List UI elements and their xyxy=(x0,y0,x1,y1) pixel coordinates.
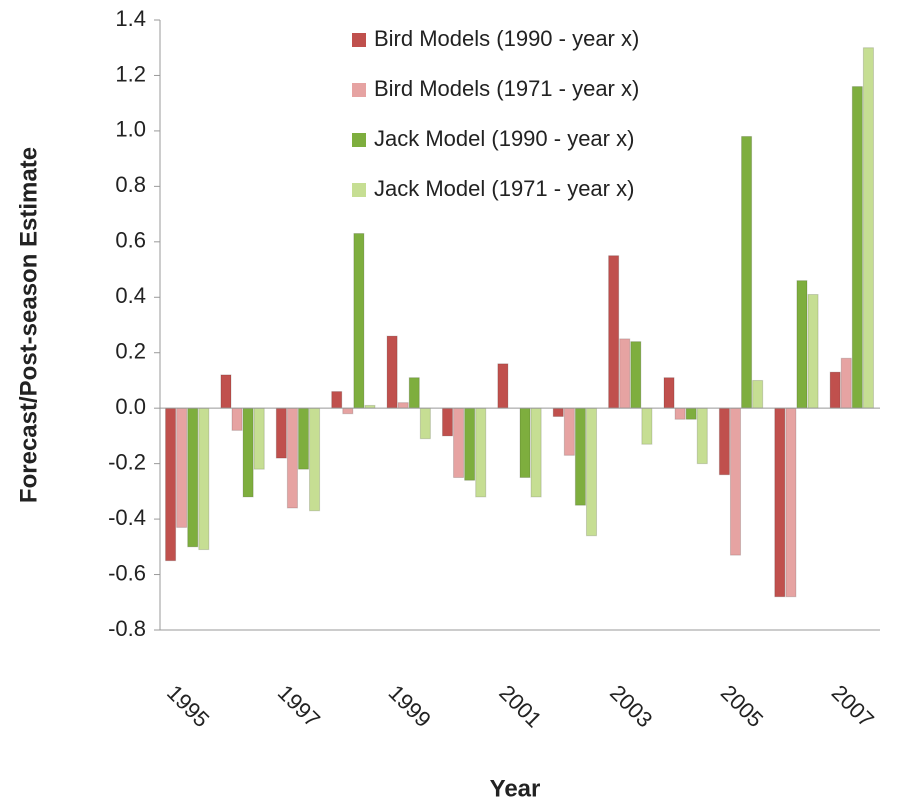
bar xyxy=(685,407,697,420)
bar xyxy=(441,407,454,437)
bar xyxy=(752,379,764,409)
bar xyxy=(851,86,863,409)
y-tick-label: -0.4 xyxy=(108,505,146,530)
x-tick-label: 2007 xyxy=(827,680,879,732)
bar xyxy=(774,407,786,598)
x-tick-label: 1997 xyxy=(273,680,325,732)
y-tick-label: 0.2 xyxy=(115,339,146,364)
bar xyxy=(829,371,841,409)
x-axis-title: Year xyxy=(490,775,541,802)
legend-swatch xyxy=(352,133,366,147)
bar xyxy=(696,407,708,465)
bar xyxy=(309,407,321,512)
bar xyxy=(630,341,642,409)
x-tick-label: 2003 xyxy=(605,680,657,732)
y-tick-label: -0.8 xyxy=(108,616,146,641)
bar xyxy=(408,377,420,409)
y-tick-label: -0.6 xyxy=(108,560,146,585)
bar xyxy=(353,233,365,409)
legend-label: Bird Models (1990 - year x) xyxy=(374,26,639,51)
bar xyxy=(796,280,808,409)
bar xyxy=(563,407,575,456)
x-tick-label: 2005 xyxy=(716,680,768,732)
bar xyxy=(331,391,343,409)
x-tick-label: 2001 xyxy=(494,680,546,732)
bar xyxy=(718,407,730,476)
legend-swatch xyxy=(352,183,366,197)
bar xyxy=(165,407,177,562)
bar xyxy=(608,255,620,409)
y-tick-label: -0.2 xyxy=(108,449,146,474)
bar xyxy=(275,407,287,459)
legend-swatch xyxy=(352,83,366,97)
bar xyxy=(552,407,564,418)
bar xyxy=(585,407,598,537)
y-tick-label: 0.6 xyxy=(115,228,146,253)
bar xyxy=(619,338,631,409)
bar xyxy=(497,363,509,409)
bar xyxy=(807,294,819,409)
bar xyxy=(176,407,188,528)
bar xyxy=(519,407,531,479)
bar xyxy=(419,407,431,440)
legend-label: Jack Model (1971 - year x) xyxy=(374,176,634,201)
bar xyxy=(862,47,874,409)
bar xyxy=(220,374,232,409)
y-tick-label: 0.4 xyxy=(115,283,146,308)
bar xyxy=(297,407,310,470)
legend-swatch xyxy=(352,33,366,47)
bar xyxy=(729,407,742,556)
bar xyxy=(641,407,653,445)
bar xyxy=(397,402,409,409)
bar xyxy=(785,407,797,598)
bar xyxy=(530,407,542,498)
y-tick-label: 1.0 xyxy=(115,117,146,142)
bar xyxy=(840,357,852,409)
bar xyxy=(464,407,476,481)
bar xyxy=(386,335,398,409)
y-tick-label: 0.0 xyxy=(115,394,146,419)
y-tick-label: 1.2 xyxy=(115,61,146,86)
bar xyxy=(674,407,686,420)
bar xyxy=(231,407,243,431)
x-tick-label: 1995 xyxy=(162,680,214,732)
bar xyxy=(253,407,265,470)
y-tick-label: 0.8 xyxy=(115,172,146,197)
bar xyxy=(187,407,199,548)
bar xyxy=(574,407,586,506)
y-tick-label: 1.4 xyxy=(115,6,146,31)
legend-label: Bird Models (1971 - year x) xyxy=(374,76,639,101)
bar xyxy=(475,407,487,498)
bar xyxy=(342,407,354,415)
bar xyxy=(453,407,465,479)
x-tick-label: 1999 xyxy=(384,680,436,732)
bar xyxy=(663,377,675,409)
bar xyxy=(286,407,298,509)
bar xyxy=(741,135,753,409)
bar xyxy=(198,407,210,551)
y-axis-title: Forecast/Post-season Estimate xyxy=(15,147,42,503)
bar xyxy=(242,407,254,498)
legend-label: Jack Model (1990 - year x) xyxy=(374,126,634,151)
